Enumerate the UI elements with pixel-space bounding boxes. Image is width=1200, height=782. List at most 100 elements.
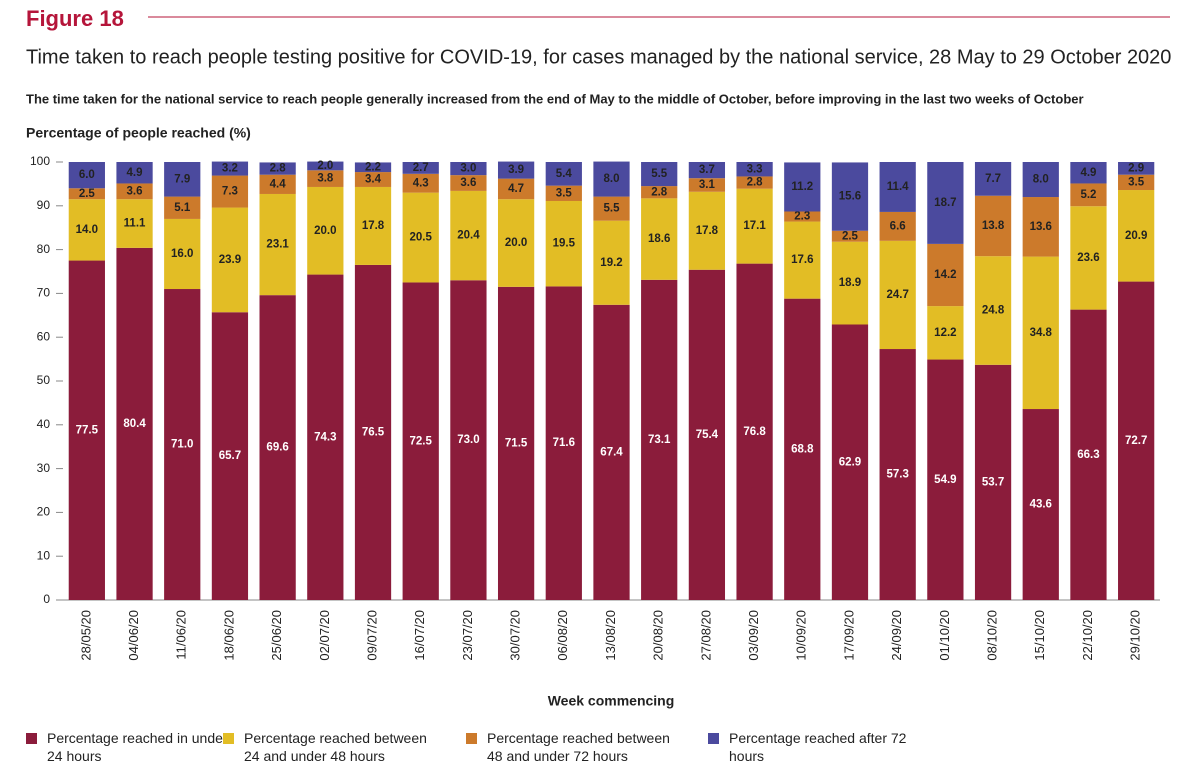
bar-segment: [307, 274, 344, 600]
bar-segment: [307, 170, 344, 187]
data-label: 16.0: [171, 248, 193, 260]
bar-segment: [354, 186, 392, 265]
data-label: 43.6: [1030, 499, 1052, 511]
x-tick-label: 16/07/20: [412, 610, 427, 661]
bar-segment: [402, 192, 439, 283]
y-tick-label: 40: [37, 417, 51, 431]
bar-segment: [211, 207, 249, 313]
data-label: 13.8: [982, 220, 1005, 232]
data-label: 23.6: [1077, 252, 1099, 264]
bar-segment: [545, 286, 582, 600]
bar-segment: [402, 173, 439, 193]
bar-segment: [1070, 162, 1107, 184]
x-tick-label: 15/10/20: [1032, 610, 1047, 661]
bar-segment: [974, 162, 1012, 196]
bar-segment: [545, 200, 582, 287]
data-label: 76.8: [743, 426, 766, 438]
data-label: 4.4: [270, 178, 287, 190]
bar-segment: [784, 211, 821, 222]
bar-segment: [974, 364, 1012, 600]
bar-segment: [497, 286, 535, 600]
bar-segment: [164, 162, 201, 197]
y-tick-label: 20: [37, 505, 51, 519]
bar-segment: [307, 186, 344, 275]
data-label: 7.7: [985, 173, 1001, 185]
data-label: 12.2: [934, 327, 956, 339]
data-label: 14.2: [934, 269, 956, 281]
data-label: 3.6: [460, 177, 476, 189]
data-label: 71.6: [553, 437, 575, 449]
bar-segment: [736, 176, 773, 189]
bar-segment: [1070, 183, 1107, 207]
x-tick-label: 06/08/20: [555, 610, 570, 661]
data-label: 3.9: [508, 164, 524, 176]
bar-segment: [450, 190, 487, 281]
bar-segment: [116, 247, 153, 600]
bar-segment: [1022, 197, 1059, 257]
bar-segment: [784, 221, 821, 299]
bar-segment: [831, 230, 869, 242]
bar-segment: [211, 175, 249, 208]
data-label: 2.8: [651, 186, 668, 198]
bar-segment: [259, 174, 296, 194]
bar-segment: [1118, 174, 1155, 191]
legend-label: Percentage reached in under 24 hours: [47, 730, 228, 764]
legend-item: Percentage reached between 48 and under …: [466, 729, 687, 765]
bar-segment: [593, 220, 630, 305]
bar-segment: [259, 295, 296, 600]
bar-segment: [68, 199, 105, 261]
bar-segment: [736, 188, 773, 264]
data-label: 8.0: [1033, 174, 1049, 186]
x-tick-label: 20/08/20: [651, 610, 666, 661]
bar-segment: [641, 186, 678, 199]
data-label: 57.3: [886, 469, 908, 481]
data-label: 71.0: [171, 439, 193, 451]
y-tick-label: 30: [37, 461, 51, 475]
data-label: 7.9: [174, 173, 190, 185]
data-label: 2.2: [365, 161, 381, 173]
chart-title: Figure 18: [26, 6, 124, 31]
data-label: 53.7: [982, 476, 1004, 488]
legend-swatch: [466, 733, 477, 744]
bar-segment: [68, 162, 105, 189]
data-label: 2.3: [794, 211, 810, 223]
bar-segment: [641, 162, 678, 187]
bar-segment: [211, 161, 249, 176]
x-tick-label: 10/09/20: [794, 610, 809, 661]
data-label: 75.4: [696, 429, 719, 441]
data-label: 17.6: [791, 254, 813, 266]
data-label: 20.5: [410, 232, 433, 244]
data-label: 3.7: [699, 164, 715, 176]
bar-segment: [736, 263, 773, 600]
x-tick-label: 27/08/20: [698, 610, 713, 661]
bar-segment: [641, 279, 678, 600]
data-label: 2.8: [270, 163, 287, 175]
data-label: 4.9: [127, 167, 143, 179]
bar-segment: [593, 304, 630, 600]
data-label: 15.6: [839, 191, 861, 203]
data-label: 20.9: [1125, 230, 1147, 242]
bar-segment: [879, 162, 916, 212]
data-label: 3.2: [222, 163, 238, 175]
x-tick-label: 18/06/20: [221, 610, 236, 661]
bar-segment: [641, 198, 678, 280]
data-label: 11.4: [887, 181, 909, 193]
data-label: 19.5: [553, 238, 576, 250]
bar-segment: [1022, 256, 1059, 410]
bar-segment: [879, 349, 916, 600]
chart-subtitle: Time taken to reach people testing posit…: [26, 46, 1171, 68]
data-label: 18.7: [934, 197, 956, 209]
bar-segment: [259, 162, 296, 175]
chart-description: The time taken for the national service …: [26, 91, 1084, 106]
data-label: 5.5: [604, 203, 621, 215]
x-tick-label: 22/10/20: [1080, 610, 1095, 661]
bar-segment: [1118, 190, 1155, 282]
data-label: 4.3: [413, 177, 429, 189]
bar-segment: [497, 161, 535, 179]
data-label: 3.5: [556, 187, 573, 199]
bar-segment: [116, 199, 153, 248]
x-tick-label: 03/09/20: [746, 610, 761, 661]
x-tick-label: 01/10/20: [937, 610, 952, 661]
y-tick-label: 60: [37, 329, 51, 343]
